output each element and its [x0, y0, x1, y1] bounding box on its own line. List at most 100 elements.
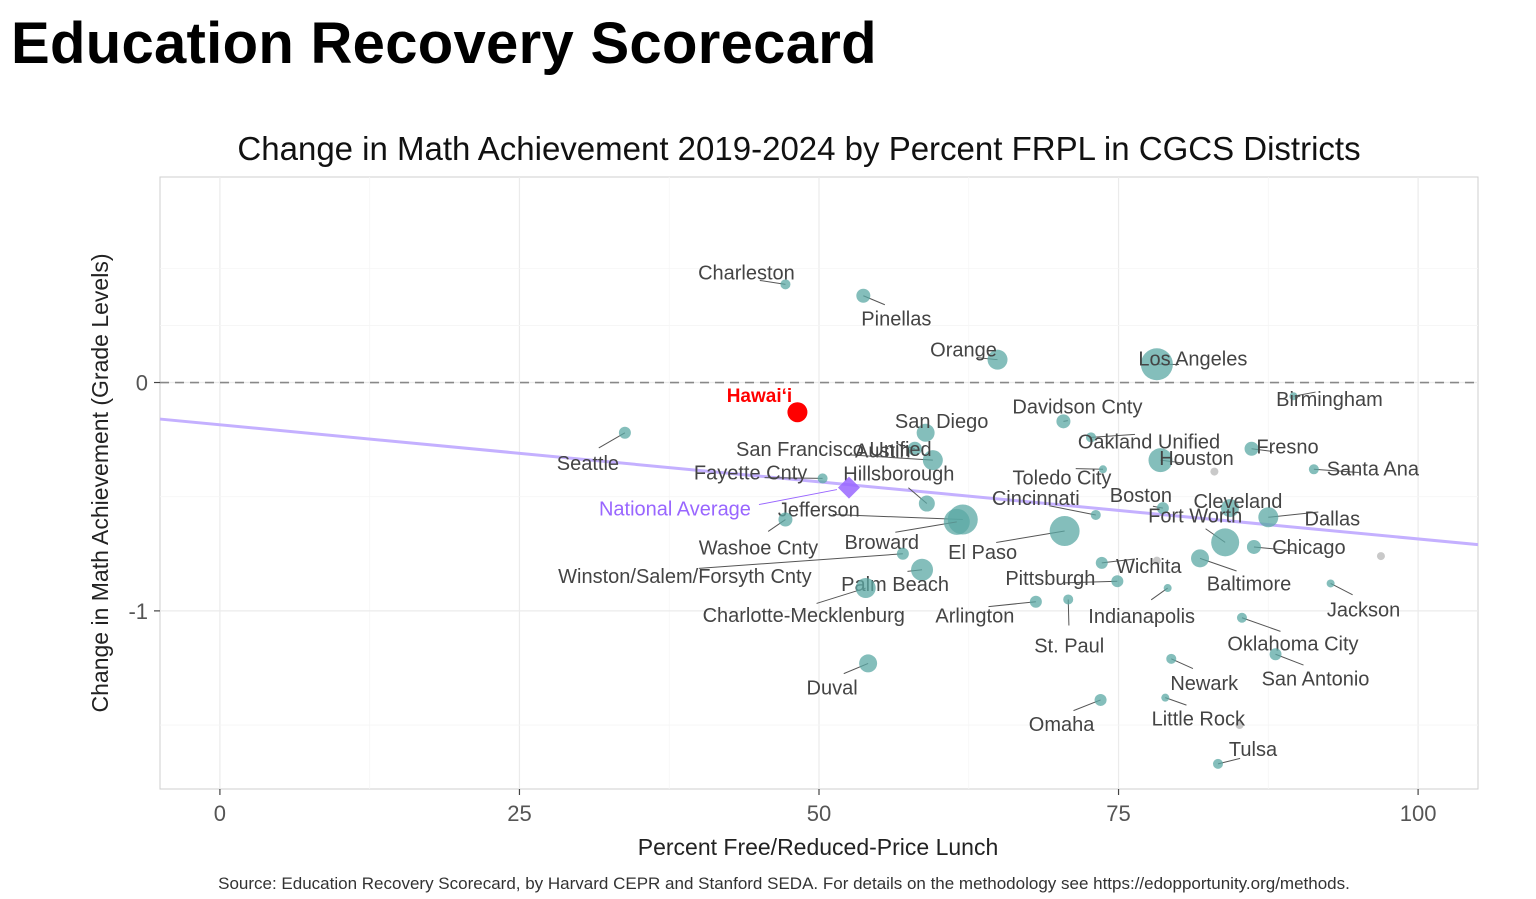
- district-label: Jefferson: [778, 500, 860, 522]
- district-label: Arlington: [935, 606, 1014, 628]
- y-tick-label: 0: [136, 371, 148, 396]
- district-label: Pittsburgh: [1005, 568, 1095, 590]
- district-point: [987, 349, 1008, 370]
- district-label: Washoe Cnty: [699, 538, 818, 560]
- district-point: [1156, 502, 1169, 515]
- district-label: Fresno: [1256, 437, 1318, 459]
- district-label: Austin: [855, 441, 911, 463]
- district-point: [1049, 515, 1080, 546]
- district-label: El Paso: [948, 542, 1017, 564]
- district-point: [1191, 549, 1210, 568]
- y-tick-label: -1: [128, 599, 148, 624]
- unlabeled-point: [1376, 552, 1385, 561]
- district-label: Fayette Cnty: [694, 462, 807, 484]
- district-label: Fort Worth: [1148, 505, 1242, 527]
- label-leader-line: [1241, 617, 1281, 632]
- district-point: [817, 473, 828, 484]
- district-label: Cincinnati: [992, 488, 1080, 510]
- district-label: San Diego: [895, 411, 988, 433]
- district-point: [1111, 575, 1124, 588]
- district-label: Birmingham: [1276, 389, 1383, 411]
- plot-panel: Charleston Pinellas Orange Los Angeles Birmi…: [159, 176, 1479, 790]
- district-point: [1098, 465, 1107, 474]
- district-label: Toledo City: [1013, 467, 1112, 489]
- x-tick-label: 100: [1400, 801, 1437, 826]
- district-point: [896, 547, 909, 560]
- district-point: [1244, 441, 1259, 456]
- unlabeled-point: [1235, 721, 1244, 730]
- district-label: Houston: [1159, 448, 1234, 470]
- unlabeled-point: [1210, 467, 1219, 476]
- district-label: Little Rock: [1152, 709, 1246, 731]
- hawaii-point: [787, 402, 808, 423]
- district-label: Boston: [1110, 485, 1172, 507]
- district-label: Tulsa: [1229, 739, 1278, 761]
- district-label: Chicago: [1272, 537, 1345, 559]
- district-point: [907, 441, 922, 456]
- district-point: [1161, 693, 1170, 702]
- district-label: Santa Ana: [1327, 458, 1420, 480]
- district-point: [911, 558, 934, 581]
- district-point: [918, 495, 935, 512]
- x-tick-label: 50: [807, 801, 831, 826]
- district-label: Oklahoma City: [1227, 634, 1358, 656]
- district-label: San Francisco Unified: [736, 439, 932, 461]
- district-point: [1140, 348, 1173, 381]
- district-point: [618, 426, 631, 439]
- district-point: [1246, 539, 1261, 554]
- district-point: [1308, 464, 1319, 475]
- unlabeled-point: [1152, 556, 1161, 565]
- district-point: [855, 578, 876, 599]
- district-label: Seattle: [557, 453, 619, 475]
- national-average-point: [837, 476, 860, 499]
- district-label: San Antonio: [1262, 668, 1370, 690]
- district-point: [1212, 758, 1223, 769]
- y-axis-label: Change in Math Achievement (Grade Levels…: [87, 254, 113, 713]
- label-leader-line: [1090, 433, 1136, 438]
- axis-ticks: 0 25 50 75 100 0 -1: [128, 371, 1436, 826]
- district-point: [1094, 693, 1107, 706]
- label-leader-line: [698, 553, 903, 569]
- label-leader-line: [1064, 580, 1118, 584]
- district-point: [1236, 612, 1247, 623]
- district-label: Orange: [930, 340, 997, 362]
- district-label: Los Angeles: [1138, 348, 1247, 370]
- x-tick-label: 25: [507, 801, 531, 826]
- district-point: [1258, 507, 1279, 528]
- district-point: [1211, 528, 1240, 557]
- district-label: Baltimore: [1207, 573, 1291, 595]
- district-label: Charleston: [698, 262, 795, 284]
- district-point: [780, 279, 791, 290]
- source-note: Source: Education Recovery Scorecard, by…: [218, 874, 1350, 893]
- district-label: Charlotte-Mecklenburg: [703, 605, 905, 627]
- district-point: [1085, 432, 1096, 443]
- label-leader-line: [764, 477, 823, 479]
- x-axis-label: Percent Free/Reduced-Price Lunch: [638, 834, 999, 860]
- label-leader-line: [1049, 505, 1096, 516]
- district-point: [916, 423, 935, 442]
- district-label: Indianapolis: [1088, 606, 1195, 628]
- district-point: [1095, 556, 1108, 569]
- x-tick-label: 75: [1106, 801, 1130, 826]
- district-label: Newark: [1170, 673, 1239, 695]
- district-point: [922, 450, 943, 471]
- district-label: Hillsborough: [843, 464, 954, 486]
- district-point: [1326, 579, 1335, 588]
- district-point: [859, 654, 878, 673]
- district-label: Cleveland: [1193, 491, 1282, 513]
- district-point: [1220, 499, 1239, 518]
- district-point: [1148, 448, 1173, 473]
- page-title: Education Recovery Scorecard: [11, 11, 877, 76]
- district-label: Winston/Salem/Forsyth Cnty: [558, 566, 811, 588]
- district-point: [1269, 648, 1282, 661]
- label-leader-line: [988, 601, 1036, 608]
- district-label: St. Paul: [1034, 635, 1104, 657]
- district-label: Wichita: [1116, 556, 1182, 578]
- district-point: [1063, 594, 1074, 605]
- district-label: Omaha: [1029, 714, 1095, 736]
- label-leader-line: [832, 514, 963, 521]
- district-label: Oakland Unified: [1078, 431, 1220, 453]
- x-tick-label: 0: [214, 801, 226, 826]
- label-leader-line: [1313, 468, 1359, 474]
